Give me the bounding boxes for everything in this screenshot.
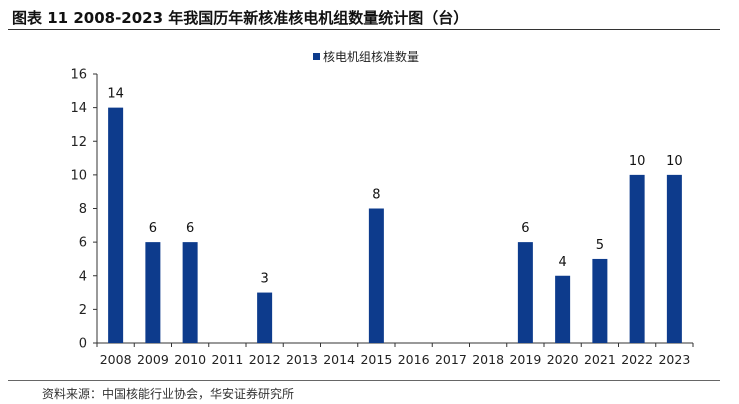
x-tick-label: 2008 [100, 352, 132, 367]
x-tick-label: 2014 [323, 352, 355, 367]
figure-header: 图表 11 2008-2023 年我国历年新核准核电机组数量统计图（台） [0, 0, 739, 30]
x-tick-label: 2020 [547, 352, 579, 367]
x-tick-label: 2018 [472, 352, 504, 367]
x-tick-label: 2022 [621, 352, 653, 367]
x-tick-label: 2016 [398, 352, 430, 367]
x-tick-label: 2012 [249, 352, 281, 367]
y-tick-label: 8 [79, 202, 87, 217]
y-tick-label: 0 [79, 337, 87, 352]
bar [555, 275, 571, 343]
x-tick-label: 2019 [509, 352, 541, 367]
y-tick-label: 10 [70, 168, 87, 183]
bar [517, 242, 533, 343]
bar [257, 292, 273, 343]
bar [108, 107, 124, 343]
source-divider [8, 380, 720, 381]
data-label: 8 [372, 188, 380, 203]
x-tick-label: 2015 [360, 352, 392, 367]
title-divider [8, 29, 720, 30]
bar [592, 258, 608, 343]
bar [666, 174, 682, 343]
data-label: 4 [558, 255, 566, 270]
legend-swatch [313, 53, 320, 60]
bar-chart: 核电机组核准数量 0 2 4 6 8 10 12 14 16 2008 14 2009 6 2010 6 201… [70, 49, 694, 367]
bar [629, 174, 645, 343]
data-label: 14 [107, 87, 124, 102]
data-label: 6 [521, 221, 529, 236]
y-tick-label: 4 [79, 269, 87, 284]
x-tick-label: 2013 [286, 352, 318, 367]
data-label: 10 [629, 154, 646, 169]
y-tick-label: 2 [79, 303, 87, 318]
data-label: 10 [666, 154, 683, 169]
y-tick-label: 6 [79, 236, 87, 251]
figure-title: 图表 11 2008-2023 年我国历年新核准核电机组数量统计图（台） [12, 9, 469, 27]
x-tick-label: 2010 [174, 352, 206, 367]
y-tick-label: 16 [70, 68, 87, 83]
data-label: 5 [596, 238, 604, 253]
data-label: 6 [186, 221, 194, 236]
x-tick-label: 2023 [658, 352, 690, 367]
y-tick-label: 12 [70, 135, 87, 150]
data-label: 3 [260, 272, 268, 287]
x-tick-label: 2021 [584, 352, 616, 367]
data-label: 6 [149, 221, 157, 236]
legend-label: 核电机组核准数量 [323, 49, 419, 64]
x-tick-label: 2017 [435, 352, 467, 367]
bar [145, 242, 161, 343]
y-tick-label: 14 [70, 101, 87, 116]
bar [368, 208, 384, 343]
bar [182, 242, 198, 343]
x-tick-label: 2009 [137, 352, 169, 367]
x-tick-label: 2011 [211, 352, 243, 367]
source-note: 资料来源：中国核能行业协会，华安证券研究所 [42, 387, 295, 401]
